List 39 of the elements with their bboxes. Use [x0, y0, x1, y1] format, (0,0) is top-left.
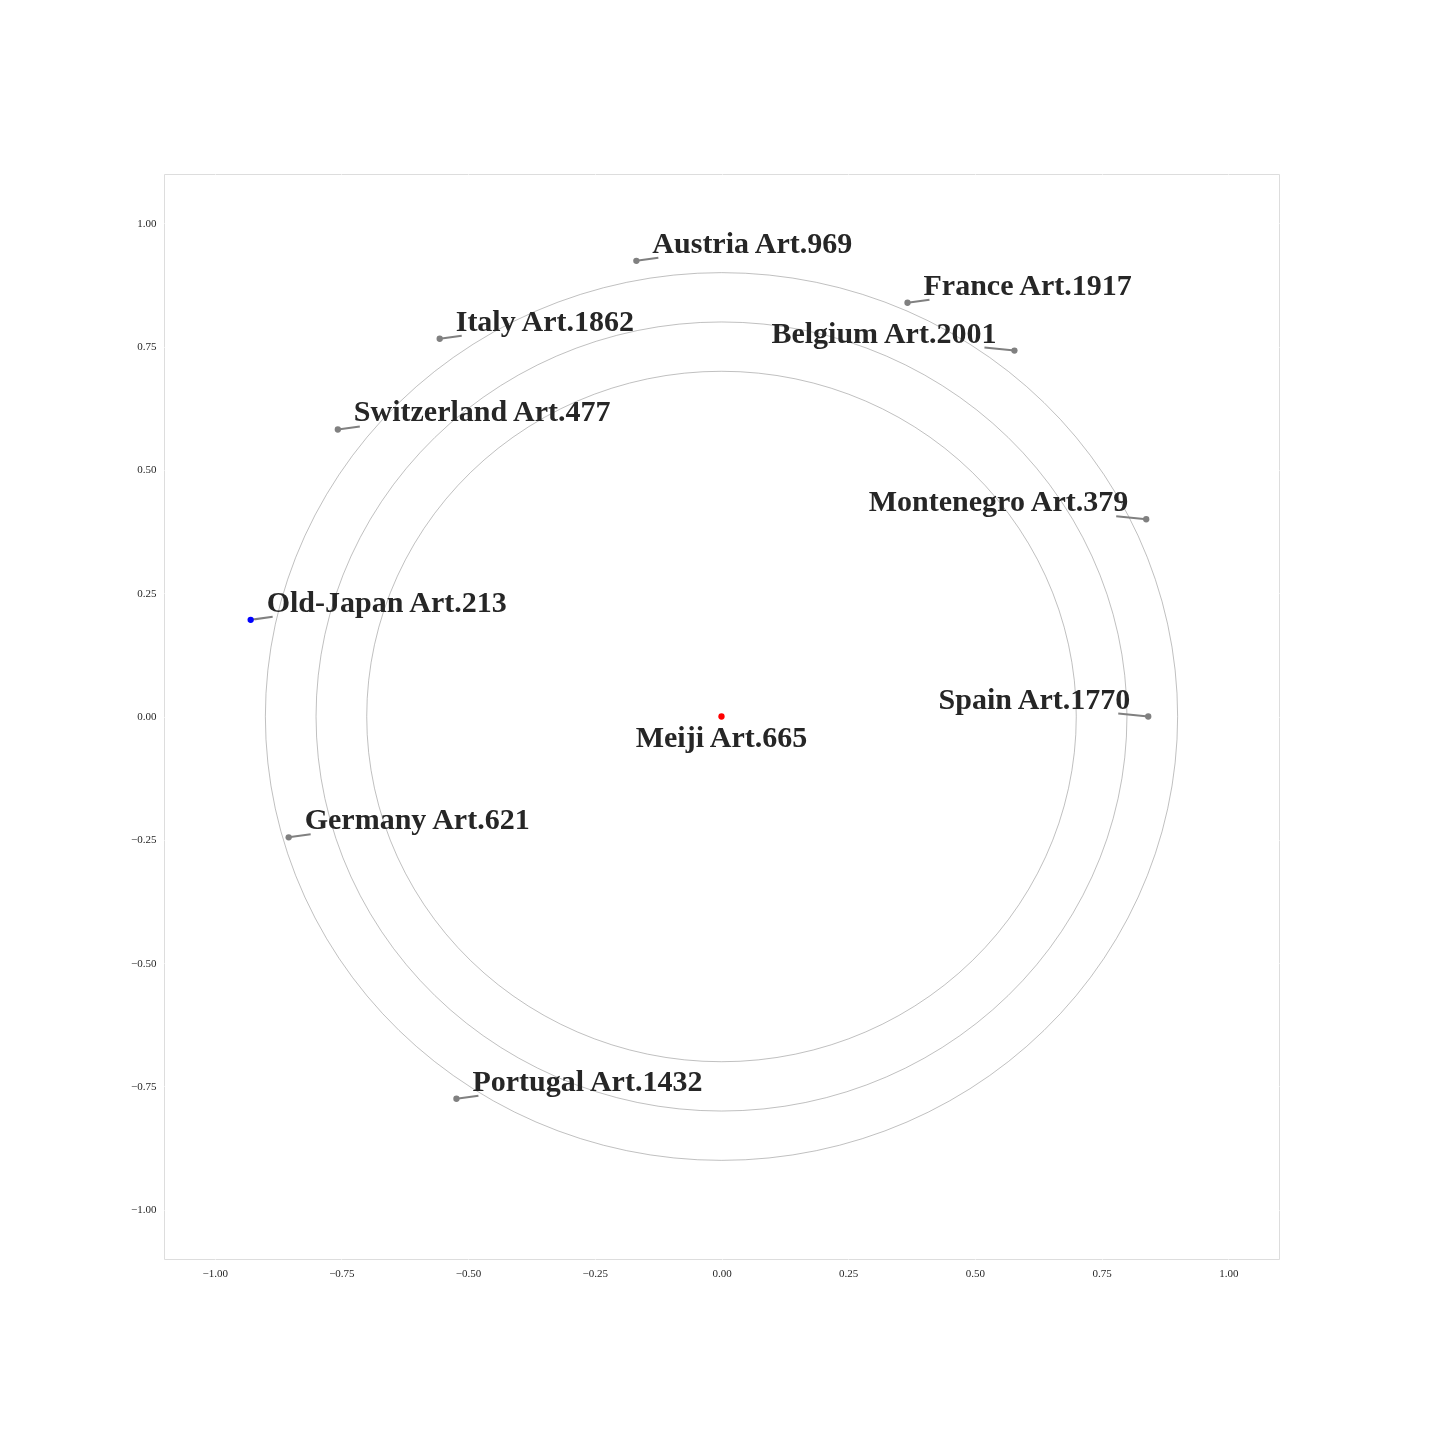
y-tick-label: 0.25 — [137, 586, 157, 599]
y-tick-label: 0.75 — [137, 340, 157, 353]
point — [1145, 713, 1152, 720]
x-tick-label: 0.75 — [1092, 1266, 1113, 1279]
annotation: France Art.1917 — [923, 267, 1132, 301]
point — [334, 426, 341, 433]
point — [904, 299, 911, 306]
point — [436, 335, 443, 342]
point — [285, 834, 292, 841]
y-tick-label: −0.50 — [131, 956, 157, 969]
y-tick-label: −0.75 — [131, 1079, 157, 1092]
point — [247, 616, 254, 623]
annotation: Portugal Art.1432 — [472, 1063, 703, 1097]
y-tick-label: −0.25 — [131, 833, 157, 846]
point — [633, 257, 640, 264]
annotation: Montenegro Art.379 — [868, 484, 1129, 518]
point — [1143, 516, 1150, 523]
annotation: Meiji Art.665 — [635, 719, 808, 753]
annotation: Switzerland Art.477 — [353, 394, 611, 428]
annotation: Italy Art.1862 — [455, 303, 635, 337]
annotation: Spain Art.1770 — [938, 681, 1131, 715]
x-tick-label: 0.00 — [712, 1266, 733, 1279]
x-tick-label: −0.75 — [329, 1266, 356, 1279]
x-tick-label: 0.25 — [839, 1266, 859, 1279]
x-tick-label: 1.00 — [1219, 1266, 1239, 1279]
x-tick-label: −0.25 — [582, 1266, 609, 1279]
point — [453, 1095, 460, 1102]
y-tick-label: −1.00 — [131, 1203, 157, 1216]
annotation: Belgium Art.2001 — [771, 315, 997, 349]
annotation: Germany Art.621 — [304, 802, 530, 836]
y-tick-label: 0.00 — [137, 710, 157, 722]
x-tick-label: 0.50 — [965, 1266, 986, 1279]
x-tick-label: −0.50 — [455, 1266, 482, 1279]
annotation: Austria Art.969 — [652, 225, 853, 259]
y-tick-label: 1.00 — [137, 216, 157, 229]
point — [1011, 347, 1018, 354]
x-tick-label: −1.00 — [202, 1266, 229, 1279]
y-tick-label: 0.50 — [137, 463, 157, 476]
annotation: Old-Japan Art.213 — [266, 584, 507, 618]
